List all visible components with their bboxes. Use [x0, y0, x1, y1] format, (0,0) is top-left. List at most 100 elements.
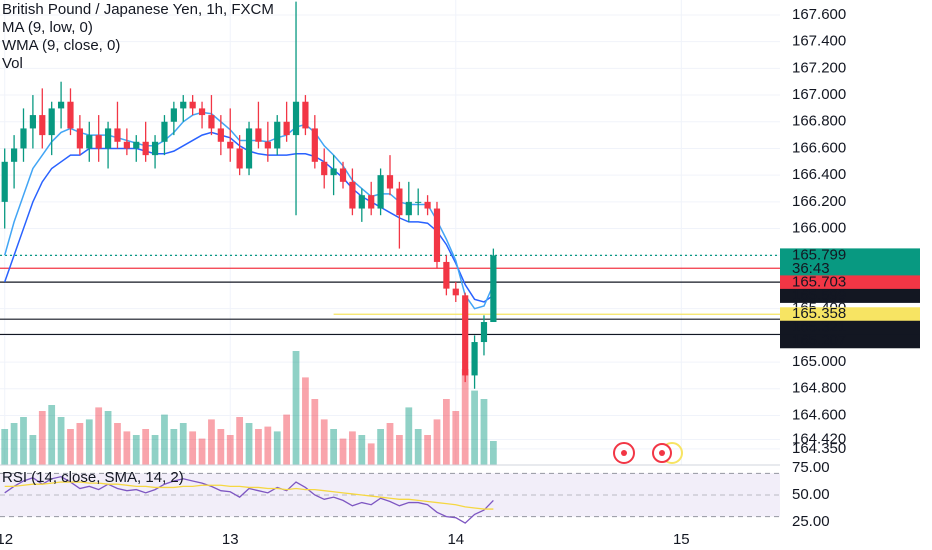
volume-bar — [367, 443, 375, 465]
y-tick-label: 165.000 — [792, 353, 846, 370]
y-tick-label: 166.200 — [792, 193, 846, 210]
candle-body — [142, 141, 149, 156]
candle-body — [245, 128, 253, 169]
volume-bar — [151, 435, 159, 465]
volume-bar — [414, 429, 422, 465]
volume-bar — [396, 435, 403, 465]
volume-bar — [20, 417, 27, 465]
volume-bar — [123, 431, 131, 465]
axes: 167.600 167.400 167.200 167.000 166.800 166.6… — [0, 6, 920, 548]
volume-bar — [320, 419, 328, 465]
candle-body — [264, 141, 271, 149]
y-tick-label: 164.800 — [792, 380, 846, 397]
volume-bar — [142, 429, 150, 465]
volume-bar — [76, 423, 84, 465]
rsi-pane — [0, 472, 780, 524]
price-label: 165.321 — [792, 319, 846, 336]
volume-bar — [311, 399, 319, 465]
candle-body — [405, 201, 412, 216]
price-label: 165.358 — [792, 305, 846, 322]
price-label: 165.599 — [792, 287, 846, 304]
candle-body — [67, 101, 74, 129]
y-tick-label: 167.600 — [792, 6, 846, 23]
y-tick-label: 167.200 — [792, 59, 846, 76]
x-tick-label: 13 — [222, 531, 239, 548]
candle-body — [236, 148, 243, 169]
volume-bar — [38, 411, 46, 465]
volume-bar — [330, 429, 337, 465]
price-label-box — [780, 275, 920, 290]
candle-body — [227, 141, 234, 149]
volume-bar — [424, 435, 431, 465]
y-tick-label: 166.400 — [792, 166, 846, 183]
y-tick-label: 164.350 — [792, 440, 846, 457]
volume-bar — [255, 429, 262, 465]
candle-body — [86, 135, 93, 149]
volume-bar — [29, 435, 37, 465]
price-label-box — [780, 320, 920, 335]
candle-body — [339, 168, 347, 182]
candle-body — [368, 195, 375, 209]
volume-bar — [405, 407, 413, 465]
y-tick-label: 75.00 — [792, 459, 830, 476]
volume-bar — [95, 407, 103, 465]
candle-body — [217, 128, 224, 142]
y-tick-label: 166.800 — [792, 113, 846, 130]
candle-body — [424, 201, 431, 209]
candle-body — [443, 261, 450, 289]
candle-body — [283, 121, 290, 136]
candle-body — [377, 175, 384, 209]
volume-bar — [302, 377, 309, 465]
rsi-title: RSI (14, close, SMA, 14, 2) — [2, 469, 184, 486]
rsi-line — [4, 475, 494, 524]
candle-body — [396, 188, 403, 216]
candle-body — [29, 115, 36, 129]
candle-body — [189, 101, 196, 109]
candle-body — [452, 288, 459, 296]
y-tick-label: 167.400 — [792, 33, 846, 50]
candle-body — [151, 141, 159, 156]
volume-bar — [48, 405, 56, 465]
volume-bar — [10, 423, 18, 465]
volume-bar — [85, 419, 93, 465]
candle-body — [311, 128, 318, 162]
rsi-line — [4, 481, 494, 510]
candle-body — [10, 148, 18, 162]
volume-bar — [198, 438, 206, 465]
volume-bar — [489, 441, 497, 465]
volume-bar — [132, 435, 140, 465]
countdown: 36:43 — [792, 260, 830, 277]
price-label-box — [780, 248, 920, 263]
price-label: 165.799 — [792, 246, 846, 263]
volume-bar — [386, 423, 394, 465]
volume-bar — [480, 399, 488, 465]
volume-bar — [349, 431, 356, 465]
x-tick-label: 15 — [673, 531, 690, 548]
volume-bar — [57, 417, 65, 465]
price-label-box — [780, 334, 920, 349]
y-tick-label: 50.00 — [792, 486, 830, 503]
y-tick-label: 166.000 — [792, 220, 846, 237]
volume-bar — [161, 414, 168, 465]
candle-body — [321, 161, 328, 176]
candle-body — [180, 101, 187, 109]
candle-body — [76, 128, 83, 149]
candle-body — [471, 342, 478, 376]
y-tick-label: 166.600 — [792, 139, 846, 156]
candle-body — [123, 141, 130, 149]
price-label: 165.207 — [792, 332, 846, 349]
candle-body — [48, 108, 55, 136]
countdown-box — [780, 261, 920, 276]
volume-bar — [283, 414, 291, 465]
volume-bar — [217, 429, 225, 465]
volume-bar — [104, 411, 112, 465]
volume-bar — [264, 426, 272, 465]
candle-body — [462, 295, 469, 376]
volume-bar — [208, 419, 215, 465]
candle-body — [302, 101, 309, 129]
candle-body — [255, 128, 262, 142]
y-tick-label: 167.000 — [792, 86, 846, 103]
price-label-box — [780, 288, 920, 303]
